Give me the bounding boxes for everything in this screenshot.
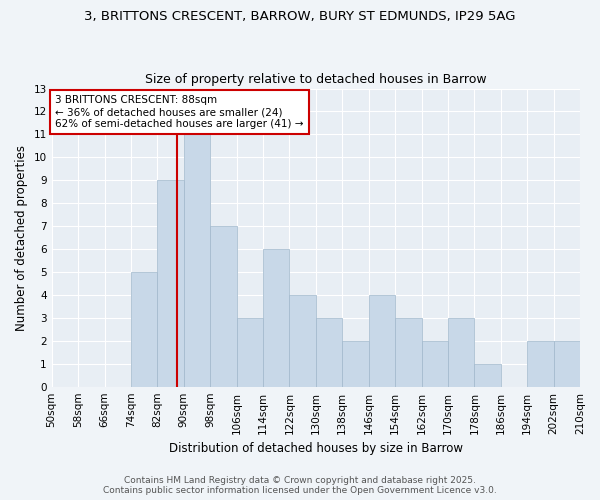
Bar — [395, 318, 422, 386]
Y-axis label: Number of detached properties: Number of detached properties — [15, 144, 28, 330]
Bar — [157, 180, 184, 386]
Text: Contains HM Land Registry data © Crown copyright and database right 2025.
Contai: Contains HM Land Registry data © Crown c… — [103, 476, 497, 495]
Bar — [289, 295, 316, 386]
Bar — [368, 295, 395, 386]
Bar — [527, 341, 554, 386]
Bar — [554, 341, 580, 386]
Text: 3 BRITTONS CRESCENT: 88sqm
← 36% of detached houses are smaller (24)
62% of semi: 3 BRITTONS CRESCENT: 88sqm ← 36% of deta… — [55, 96, 304, 128]
Bar — [316, 318, 342, 386]
Text: 3, BRITTONS CRESCENT, BARROW, BURY ST EDMUNDS, IP29 5AG: 3, BRITTONS CRESCENT, BARROW, BURY ST ED… — [84, 10, 516, 23]
Bar — [475, 364, 501, 386]
Bar — [342, 341, 368, 386]
Bar — [448, 318, 475, 386]
Bar — [131, 272, 157, 386]
Bar — [422, 341, 448, 386]
Title: Size of property relative to detached houses in Barrow: Size of property relative to detached ho… — [145, 73, 487, 86]
Bar — [263, 249, 289, 386]
X-axis label: Distribution of detached houses by size in Barrow: Distribution of detached houses by size … — [169, 442, 463, 455]
Bar — [210, 226, 236, 386]
Bar — [236, 318, 263, 386]
Bar — [184, 134, 210, 386]
